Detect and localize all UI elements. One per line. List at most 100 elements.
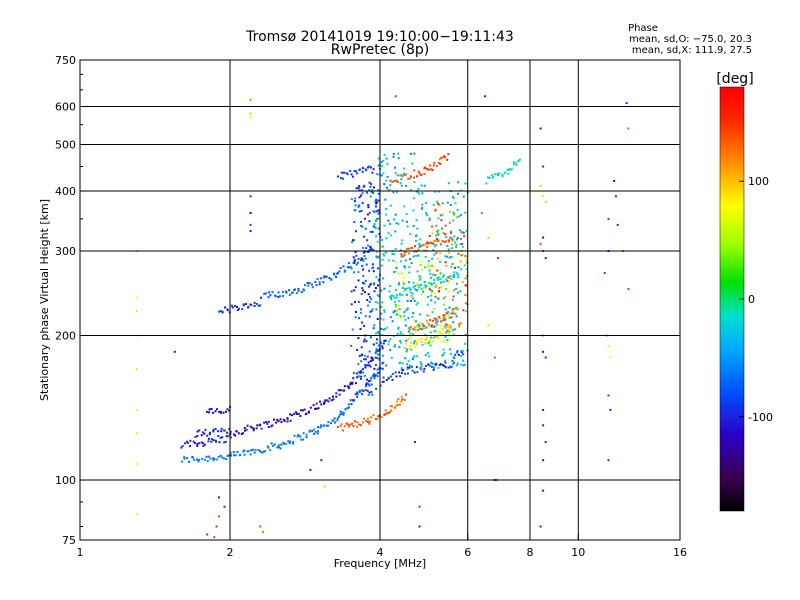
- trace-point: [220, 410, 222, 413]
- trace-point: [406, 287, 408, 290]
- trace-point: [212, 428, 215, 431]
- cloud-point: [375, 205, 377, 208]
- cloud-point: [420, 184, 423, 187]
- cloud-point: [360, 220, 362, 223]
- trace-point: [207, 455, 210, 458]
- x-tick-label: 2: [227, 546, 234, 559]
- cloud-point: [438, 287, 441, 289]
- scatter-point: [249, 112, 252, 115]
- trace-point: [231, 306, 234, 309]
- trace-point: [343, 269, 346, 272]
- cloud-point: [419, 321, 422, 324]
- trace-point: [409, 291, 412, 294]
- trace-point: [196, 444, 199, 447]
- trace-point: [409, 325, 412, 328]
- trace-point: [389, 405, 392, 407]
- trace-point: [420, 341, 423, 343]
- trace-point: [434, 321, 437, 324]
- trace-point: [439, 332, 442, 335]
- trace-point: [226, 435, 229, 438]
- cloud-point: [384, 179, 387, 182]
- trace-point: [327, 424, 330, 427]
- cloud-point: [434, 244, 437, 247]
- trace-point: [318, 283, 321, 286]
- cloud-point: [354, 286, 357, 289]
- cloud-point: [376, 338, 378, 341]
- trace-point: [361, 393, 364, 396]
- trace-point: [445, 278, 448, 281]
- trace-point: [218, 410, 221, 413]
- cloud-point: [448, 221, 451, 224]
- cloud-point: [363, 282, 366, 285]
- trace-point: [369, 360, 372, 363]
- cloud-point: [434, 283, 437, 286]
- trace-point: [385, 364, 388, 367]
- trace-point: [433, 317, 436, 320]
- trace-point: [235, 430, 238, 433]
- cloud-point: [364, 315, 367, 318]
- trace-point: [417, 329, 419, 332]
- cloud-point: [395, 270, 398, 273]
- trace-point: [232, 451, 235, 454]
- trace-point: [351, 175, 354, 178]
- cloud-point: [402, 167, 405, 170]
- trace-point: [207, 437, 210, 440]
- trace-point: [360, 370, 363, 373]
- trace-point: [439, 363, 442, 366]
- cloud-point: [355, 187, 358, 190]
- trace-point: [252, 429, 255, 432]
- trace-point: [411, 369, 414, 372]
- trace-point: [223, 441, 226, 444]
- cloud-point: [410, 189, 412, 192]
- cloud-point: [362, 268, 365, 271]
- cloud-point: [422, 286, 425, 289]
- cloud-point: [354, 204, 357, 207]
- trace-point: [194, 436, 197, 438]
- cloud-point: [366, 378, 369, 381]
- trace-point: [303, 284, 306, 287]
- cloud-point: [404, 266, 407, 269]
- trace-point: [317, 407, 320, 410]
- trace-point: [402, 369, 405, 372]
- cloud-point: [434, 190, 437, 193]
- trace-point: [285, 291, 288, 294]
- trace-point: [306, 281, 309, 284]
- cloud-point: [449, 204, 452, 206]
- trace-point: [208, 433, 211, 436]
- cloud-point: [390, 234, 393, 237]
- cloud-point: [400, 178, 403, 181]
- cloud-point: [415, 325, 418, 328]
- trace-point: [281, 291, 284, 293]
- trace-point: [310, 283, 313, 286]
- cloud-point: [386, 175, 389, 178]
- cloud-point: [367, 380, 370, 383]
- trace-point: [206, 434, 209, 437]
- cloud-point: [393, 166, 396, 169]
- scatter-point: [487, 324, 490, 327]
- trace-point: [317, 430, 320, 433]
- trace-point: [359, 371, 362, 374]
- cloud-point: [459, 237, 462, 240]
- colorbar-label: [deg]: [716, 71, 753, 87]
- cloud-point: [364, 291, 366, 294]
- cloud-point: [428, 355, 431, 358]
- trace-point: [243, 449, 246, 452]
- trace-point: [307, 284, 310, 287]
- trace-point: [420, 337, 423, 340]
- trace-point: [349, 423, 352, 426]
- cloud-point: [383, 287, 386, 290]
- trace-point: [286, 420, 289, 423]
- cloud-point: [365, 340, 368, 343]
- cloud-point: [353, 259, 356, 262]
- trace-point: [506, 168, 509, 171]
- cloud-point: [442, 348, 445, 351]
- colorbar-tick-label: 100: [748, 175, 769, 188]
- trace-point: [203, 443, 206, 446]
- trace-point: [183, 457, 186, 460]
- cloud-point: [357, 187, 360, 190]
- trace-point: [449, 275, 452, 278]
- cloud-point: [439, 320, 442, 323]
- cloud-point: [377, 255, 380, 258]
- cloud-point: [414, 254, 417, 257]
- cloud-point: [456, 291, 459, 294]
